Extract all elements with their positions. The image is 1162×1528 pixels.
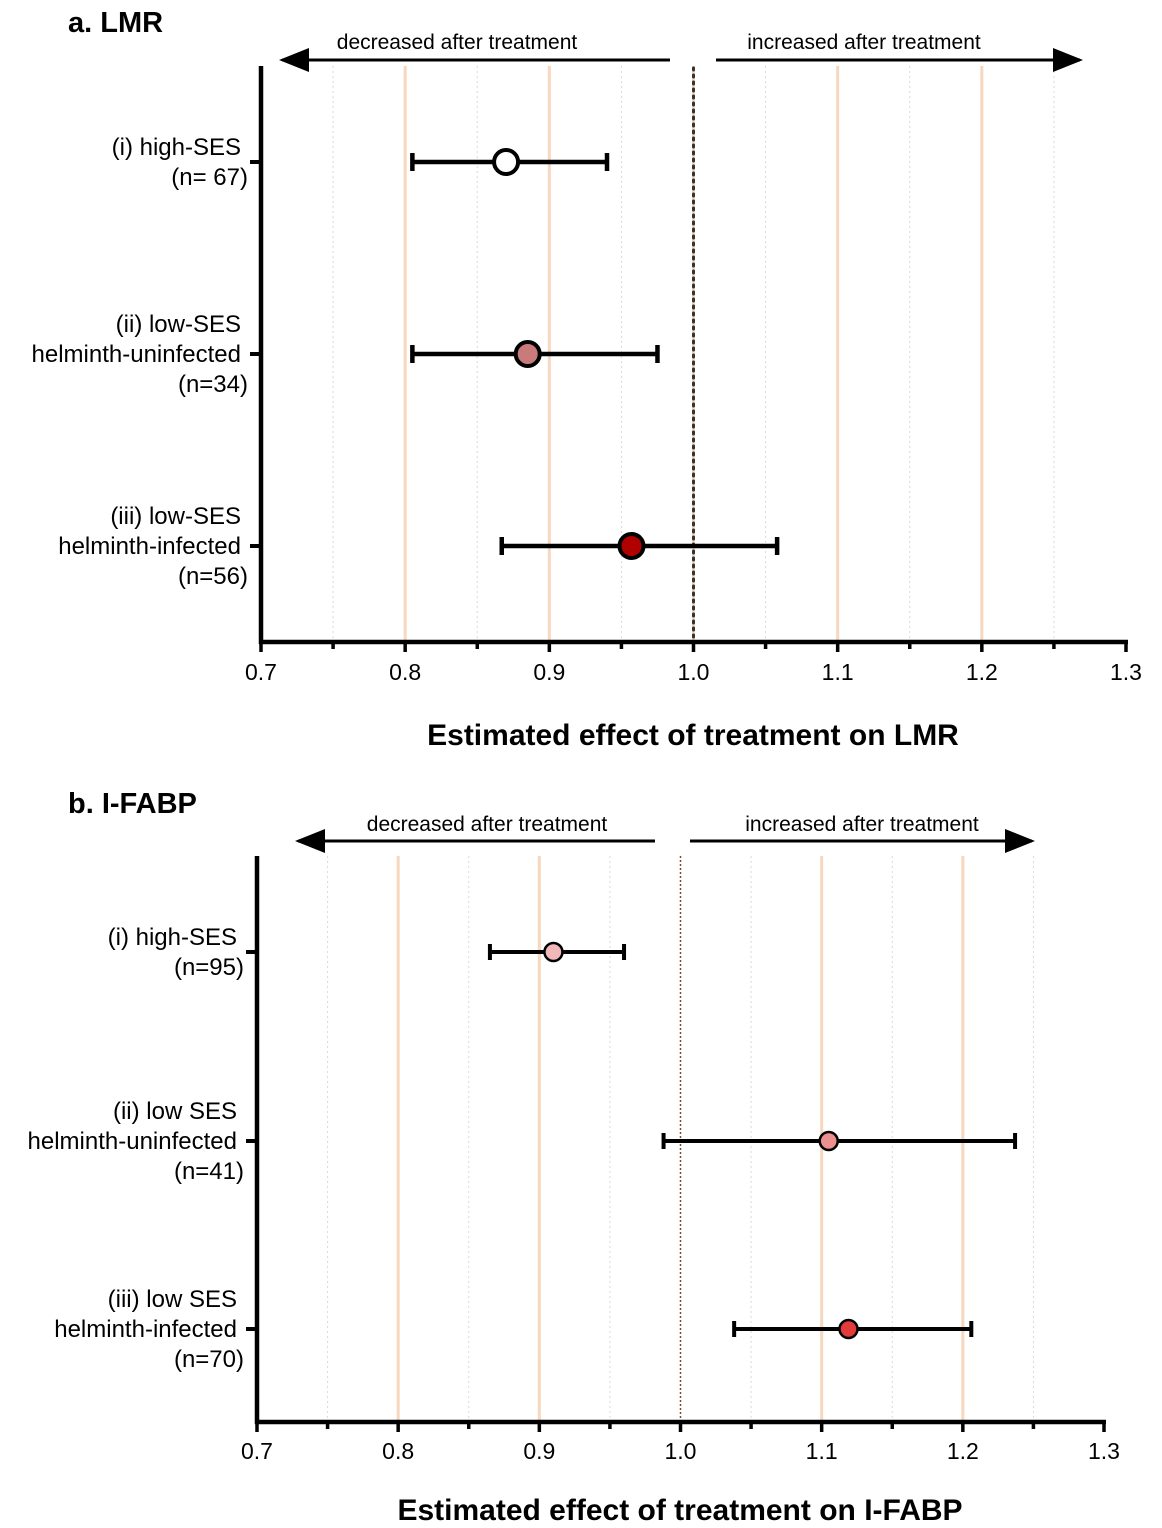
- row-label: (n=56): [178, 563, 248, 590]
- forest-row: (iii) low-SES helminth-infected (n=56): [58, 503, 780, 590]
- point-estimate: [838, 1318, 859, 1340]
- increased-label: increased after treatment: [745, 813, 979, 836]
- forest-row: (ii) low SES helminth-uninfected (n=41): [28, 1098, 1018, 1185]
- row-label: helminth-infected: [54, 1316, 237, 1343]
- decreased-label: decreased after treatment: [367, 813, 608, 836]
- row-label: (iii) low-SES: [110, 503, 241, 530]
- x-tick-label: 0.8: [389, 659, 421, 685]
- point-estimate: [543, 941, 564, 963]
- panel-title: a. LMR: [68, 7, 163, 39]
- x-tick-label: 0.9: [523, 1438, 555, 1464]
- x-tick-label: 1.2: [966, 659, 998, 685]
- x-tick-label: 1.0: [678, 659, 710, 685]
- x-tick-label: 1.1: [822, 659, 854, 685]
- forest-row: (iii) low SES helminth-infected (n=70): [54, 1286, 974, 1373]
- point-estimate: [818, 1130, 839, 1152]
- point-estimate: [513, 340, 542, 368]
- point-estimate: [492, 148, 521, 176]
- chart-panel-lmr: a. LMR 0.7 0.8 0.9 1.0 1.1 1.2 1.3 Estimated eff…: [32, 7, 1142, 752]
- forest-row: (i) high-SES (n=95): [108, 924, 627, 981]
- x-tick-label: 0.9: [533, 659, 565, 685]
- row-label: (n=70): [174, 1346, 244, 1373]
- x-tick-label: 0.7: [241, 1438, 273, 1464]
- x-tick-label: 1.2: [947, 1438, 979, 1464]
- row-label: (n=95): [174, 954, 244, 981]
- x-tick-label: 1.0: [665, 1438, 697, 1464]
- row-label: (ii) low-SES: [116, 311, 241, 338]
- decreased-label: decreased after treatment: [337, 31, 578, 54]
- x-axis-title: Estimated effect of treatment on LMR: [427, 719, 959, 752]
- panel-title: b. I-FABP: [68, 788, 197, 820]
- increased-label: increased after treatment: [747, 31, 981, 54]
- x-tick-label: 0.7: [245, 659, 277, 685]
- row-label: helminth-uninfected: [32, 341, 241, 368]
- row-label: (i) high-SES: [108, 924, 237, 951]
- row-label: (iii) low SES: [108, 1286, 237, 1313]
- x-tick-label: 0.8: [382, 1438, 414, 1464]
- x-tick-label: 1.3: [1110, 659, 1142, 685]
- chart-panel-ifabp: b. I-FABP 0.7 0.8 0.9 1.0 1.1 1.2 1.3 Estimated …: [28, 788, 1120, 1527]
- row-label: (n= 67): [171, 164, 248, 191]
- row-label: (n=41): [174, 1158, 244, 1185]
- x-tick-label: 1.3: [1088, 1438, 1120, 1464]
- row-label: (n=34): [178, 371, 248, 398]
- x-tick-label: 1.1: [806, 1438, 838, 1464]
- row-label: (i) high-SES: [112, 134, 241, 161]
- forest-row: (ii) low-SES helminth-uninfected (n=34): [32, 311, 660, 398]
- row-label: (ii) low SES: [113, 1098, 237, 1125]
- forest-row: (i) high-SES (n= 67): [112, 134, 610, 191]
- row-label: helminth-uninfected: [28, 1128, 237, 1155]
- x-axis-title: Estimated effect of treatment on I-FABP: [397, 1494, 962, 1527]
- row-label: helminth-infected: [58, 533, 241, 560]
- point-estimate: [617, 532, 646, 560]
